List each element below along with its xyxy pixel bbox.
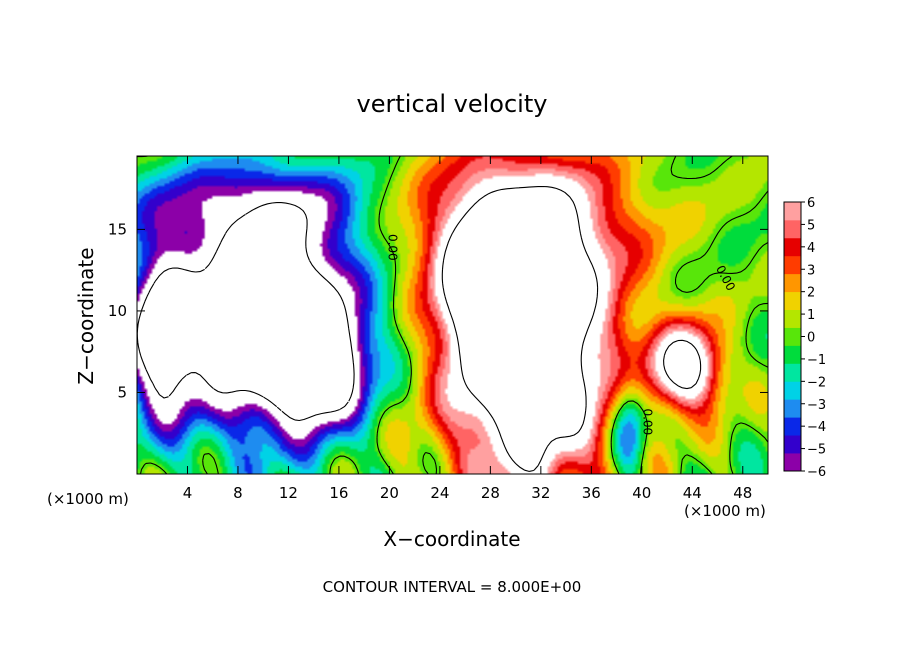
x-axis-ticks: 4 8 12 16 20 24 28 32 36 40 44 48 (183, 156, 752, 502)
colorbar-swatch (784, 363, 801, 382)
colorbar-swatch (784, 219, 801, 239)
x-tick-label: 4 (183, 484, 193, 502)
colorbar-tick-label: −1 (807, 353, 826, 368)
x-axis-label: X−coordinate (383, 527, 520, 551)
x-unit-left: (×1000 m) (47, 490, 129, 508)
x-tick-label: 20 (380, 484, 399, 502)
x-tick-label: 8 (233, 484, 243, 502)
colorbar-swatch (784, 399, 801, 418)
x-tick-label: 24 (430, 484, 449, 502)
x-tick-label: 32 (531, 484, 550, 502)
colorbar-tick-label: −4 (807, 420, 826, 435)
y-axis-label: Z−coordinate (74, 247, 98, 384)
heatmap-field (137, 156, 768, 474)
colorbar-tick-label: −6 (807, 465, 826, 480)
colorbar-tick-label: −5 (807, 443, 826, 458)
colorbar-swatch (784, 309, 801, 328)
colorbar-swatch (784, 327, 801, 346)
colorbar-tick-label: 4 (807, 241, 815, 256)
contour-label: 0.00 (385, 234, 399, 261)
colorbar-tick-label: 1 (807, 308, 815, 323)
colorbar-swatch (784, 202, 801, 221)
x-unit-right: (×1000 m) (684, 502, 766, 520)
y-tick-label: 15 (108, 220, 127, 238)
colorbar-swatch (784, 291, 801, 310)
colorbar-swatch (784, 381, 801, 400)
colorbar-tick-label: 3 (807, 263, 815, 278)
colorbar-swatch (784, 255, 801, 275)
y-tick-label: 10 (108, 302, 127, 320)
colorbar-tick-label: −3 (807, 398, 826, 413)
colorbar-swatch (784, 273, 801, 293)
chart-title: vertical velocity (357, 90, 548, 118)
colorbar-swatch (784, 453, 801, 472)
x-tick-label: 36 (582, 484, 601, 502)
x-tick-label: 48 (733, 484, 752, 502)
contour-label: 0.00 (640, 408, 654, 435)
x-tick-label: 28 (481, 484, 500, 502)
colorbar-tick-label: −2 (807, 375, 826, 390)
x-tick-label: 12 (279, 484, 298, 502)
colorbar-swatch (784, 237, 801, 257)
colorbar-tick-label: 5 (807, 218, 815, 233)
plot-frame (136, 155, 769, 475)
contour-line-negative (137, 202, 355, 422)
colorbar-swatch (784, 345, 801, 364)
x-tick-label: 44 (683, 484, 702, 502)
contour-line-positive (441, 185, 702, 472)
plot-area (137, 156, 768, 474)
colorbar-tick-label: 2 (807, 286, 815, 301)
colorbar-tick-label: 0 (807, 331, 815, 346)
x-tick-label: 16 (329, 484, 348, 502)
y-axis-ticks: 5 10 15 (108, 220, 768, 401)
contour-lines (137, 156, 768, 474)
colorbar: 6 5 4 3 2 1 0 −1 −2 −3 −4 −5 −6 (783, 196, 826, 480)
colorbar-swatch (784, 435, 801, 454)
contour-interval-note: CONTOUR INTERVAL = 8.000E+00 (323, 578, 582, 596)
colorbar-tick-label: 6 (807, 196, 815, 211)
colorbar-swatch (784, 417, 801, 436)
contour-line-positive (137, 156, 768, 474)
x-tick-label: 40 (632, 484, 651, 502)
y-tick-label: 5 (117, 383, 127, 401)
